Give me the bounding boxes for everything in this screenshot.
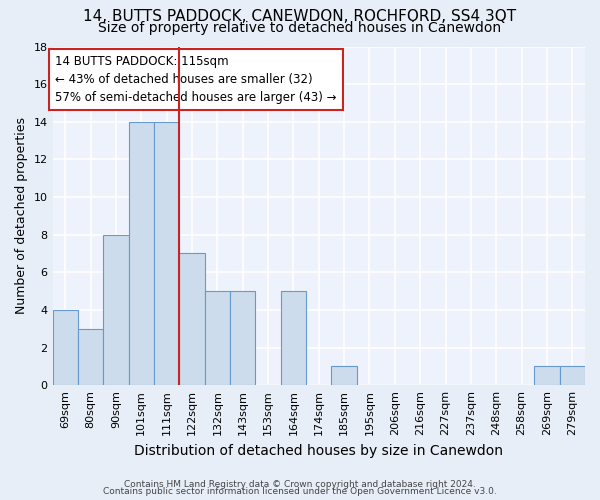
Text: 14 BUTTS PADDOCK: 115sqm
← 43% of detached houses are smaller (32)
57% of semi-d: 14 BUTTS PADDOCK: 115sqm ← 43% of detach… — [55, 55, 337, 104]
Bar — [154, 122, 179, 385]
Bar — [331, 366, 357, 385]
Bar — [560, 366, 585, 385]
Bar — [179, 254, 205, 385]
Bar — [230, 291, 256, 385]
Bar — [103, 234, 128, 385]
Text: Contains HM Land Registry data © Crown copyright and database right 2024.: Contains HM Land Registry data © Crown c… — [124, 480, 476, 489]
Bar — [205, 291, 230, 385]
Y-axis label: Number of detached properties: Number of detached properties — [15, 118, 28, 314]
Bar — [534, 366, 560, 385]
X-axis label: Distribution of detached houses by size in Canewdon: Distribution of detached houses by size … — [134, 444, 503, 458]
Bar — [78, 328, 103, 385]
Bar — [53, 310, 78, 385]
Text: Contains public sector information licensed under the Open Government Licence v3: Contains public sector information licen… — [103, 487, 497, 496]
Text: 14, BUTTS PADDOCK, CANEWDON, ROCHFORD, SS4 3QT: 14, BUTTS PADDOCK, CANEWDON, ROCHFORD, S… — [83, 9, 517, 24]
Bar — [128, 122, 154, 385]
Bar — [281, 291, 306, 385]
Text: Size of property relative to detached houses in Canewdon: Size of property relative to detached ho… — [98, 21, 502, 35]
